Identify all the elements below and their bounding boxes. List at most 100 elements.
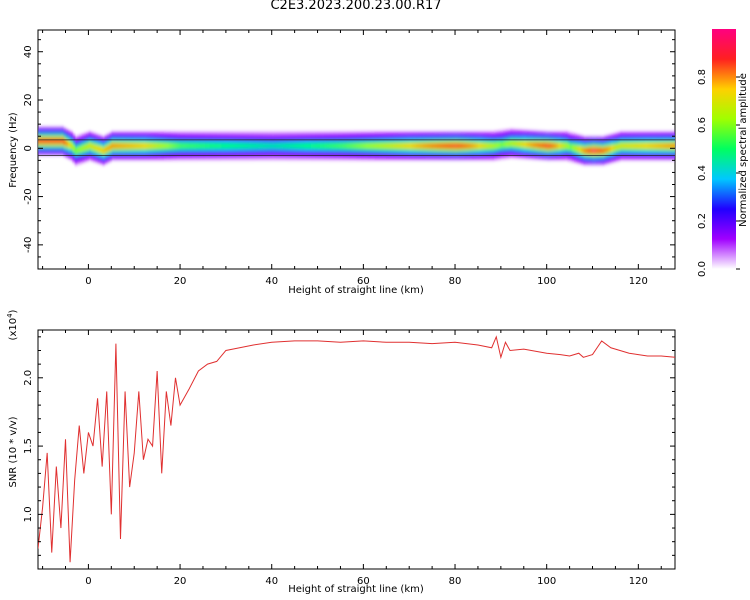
spectral-cell	[83, 145, 87, 150]
spectral-cell	[420, 143, 424, 149]
spectral-cell	[58, 138, 62, 144]
spectral-cell	[587, 148, 591, 154]
y-tick-label: -20	[23, 188, 34, 204]
spectral-cell	[475, 143, 479, 149]
spectral-cell	[432, 143, 436, 149]
spectral-cell	[583, 148, 587, 154]
spectral-cell	[136, 143, 140, 149]
spectral-cell	[74, 148, 78, 154]
spectral-cell	[413, 143, 417, 149]
spectral-cell	[237, 143, 241, 149]
spectral-cell	[184, 143, 188, 149]
spectral-cell	[620, 143, 623, 149]
y-tick-label: 2.0	[23, 370, 34, 386]
spectral-cell	[131, 143, 135, 149]
spectral-cell	[649, 143, 653, 149]
spectral-cell	[49, 138, 53, 144]
spectral-cell	[386, 143, 390, 149]
spectral-cell	[642, 143, 646, 149]
snr-scale-note: (x104)	[6, 309, 19, 340]
x-tick-label: 0	[85, 576, 91, 587]
spectral-cell	[512, 141, 516, 147]
spectral-cell	[658, 143, 662, 149]
spectrogram-x-ticks: 0 20 40 60 80 100 120	[42, 30, 662, 287]
spectrogram-y-label: Frequency (Hz)	[8, 112, 19, 188]
spectral-cell	[122, 143, 126, 149]
spectral-cell	[654, 143, 658, 149]
spectral-cell	[395, 143, 399, 149]
spectral-cell	[372, 143, 376, 149]
spectral-cell	[638, 143, 642, 149]
spectral-cell	[455, 143, 458, 149]
spectral-cell	[383, 143, 387, 149]
spectral-cell	[299, 143, 303, 149]
spectral-cell	[489, 143, 493, 149]
spectral-cell	[283, 143, 287, 149]
spectral-cell	[290, 143, 293, 149]
spectral-cell	[622, 143, 626, 149]
spectral-cell	[539, 143, 543, 148]
spectral-cell	[519, 141, 523, 147]
spectral-cell	[322, 143, 326, 149]
x-tick-label: 40	[265, 576, 278, 587]
spectral-cell	[471, 143, 474, 149]
spectral-cell	[189, 143, 193, 149]
spectral-cell	[60, 138, 64, 144]
spectral-cell	[310, 143, 314, 149]
x-tick-label: 100	[537, 276, 556, 287]
x-tick-label: 20	[174, 276, 187, 287]
spectral-cell	[670, 143, 674, 149]
spectral-cell	[617, 144, 621, 149]
spectral-cell	[331, 143, 335, 149]
spectral-cell	[329, 143, 332, 149]
spectral-cell	[111, 143, 115, 149]
spectral-cell	[480, 143, 484, 149]
x-tick-label: 0	[85, 276, 91, 287]
spectral-cell	[500, 142, 504, 148]
spectral-cell	[276, 143, 280, 149]
spectral-cell	[303, 143, 307, 149]
spectral-cell	[597, 148, 600, 154]
spectral-cell	[361, 143, 364, 149]
spectral-cell	[358, 143, 362, 149]
spectral-cell	[147, 143, 151, 149]
spectral-cell	[113, 143, 117, 149]
spectral-cell	[548, 143, 552, 149]
spectral-cell	[324, 143, 328, 149]
spectral-cell	[661, 143, 665, 149]
spectral-cell	[255, 143, 259, 149]
spectral-cell	[219, 143, 222, 149]
chart-title: C2E3.2023.200.23.00.R17	[270, 0, 442, 13]
x-tick-label: 40	[265, 276, 278, 287]
y-tick-label: 20	[23, 94, 34, 107]
spectral-cell	[56, 138, 60, 144]
spectral-cell	[610, 145, 614, 151]
spectral-cell	[652, 143, 655, 149]
spectral-cell	[315, 143, 319, 149]
snr-y-ticks: 1.0 1.5 2.0	[23, 336, 675, 570]
spectral-cell	[530, 142, 534, 148]
spectral-cell	[92, 145, 96, 150]
spectral-cell	[640, 143, 644, 149]
spectral-cell	[571, 145, 575, 151]
spectral-cell	[535, 142, 539, 148]
spectral-cell	[590, 148, 594, 154]
spectral-cell	[232, 143, 236, 149]
spectral-cell	[663, 143, 667, 149]
spectral-cell	[274, 143, 277, 149]
spectral-cell	[175, 143, 179, 149]
spectral-cell	[76, 147, 80, 153]
spectral-cell	[44, 138, 48, 144]
spectral-cell	[585, 148, 589, 154]
spectral-cell	[317, 143, 321, 149]
spectral-cell	[521, 141, 525, 147]
spectral-cell	[464, 143, 468, 149]
spectral-cell	[51, 138, 55, 144]
spectral-cell	[241, 143, 245, 149]
spectral-cell	[120, 143, 124, 149]
snr-frame	[37, 329, 676, 570]
spectral-cell	[230, 143, 234, 149]
spectral-cell	[287, 143, 291, 149]
x-tick-label: 80	[449, 576, 462, 587]
spectral-cell	[542, 143, 545, 148]
